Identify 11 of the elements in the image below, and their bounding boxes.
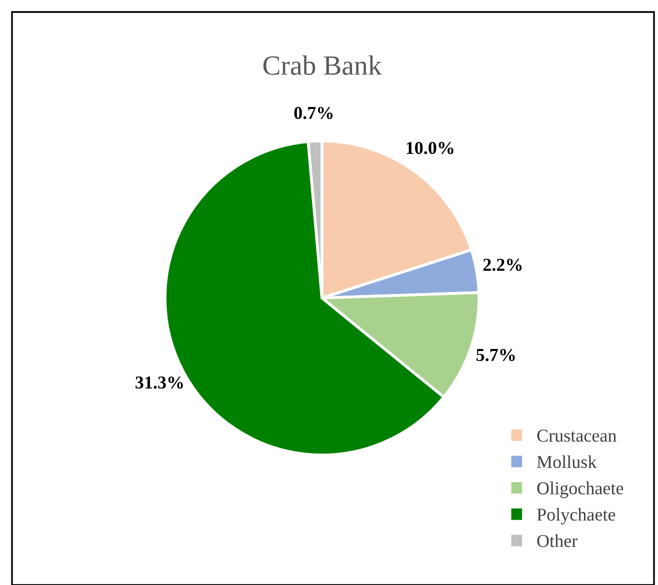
legend-label: Polychaete [537, 508, 616, 524]
legend-label: Oligochaete [537, 482, 624, 498]
legend-label: Mollusk [537, 455, 597, 468]
data-label: 2.2% [483, 258, 522, 271]
data-label: 5.7% [476, 348, 515, 362]
legend-label: Other [537, 534, 578, 548]
legend-label: Crustacean [537, 430, 616, 442]
data-label: 10.0% [406, 142, 454, 154]
data-label: 31.3% [136, 376, 183, 389]
chart-title: Crab Bank [263, 55, 382, 75]
data-label: 0.7% [294, 106, 333, 120]
